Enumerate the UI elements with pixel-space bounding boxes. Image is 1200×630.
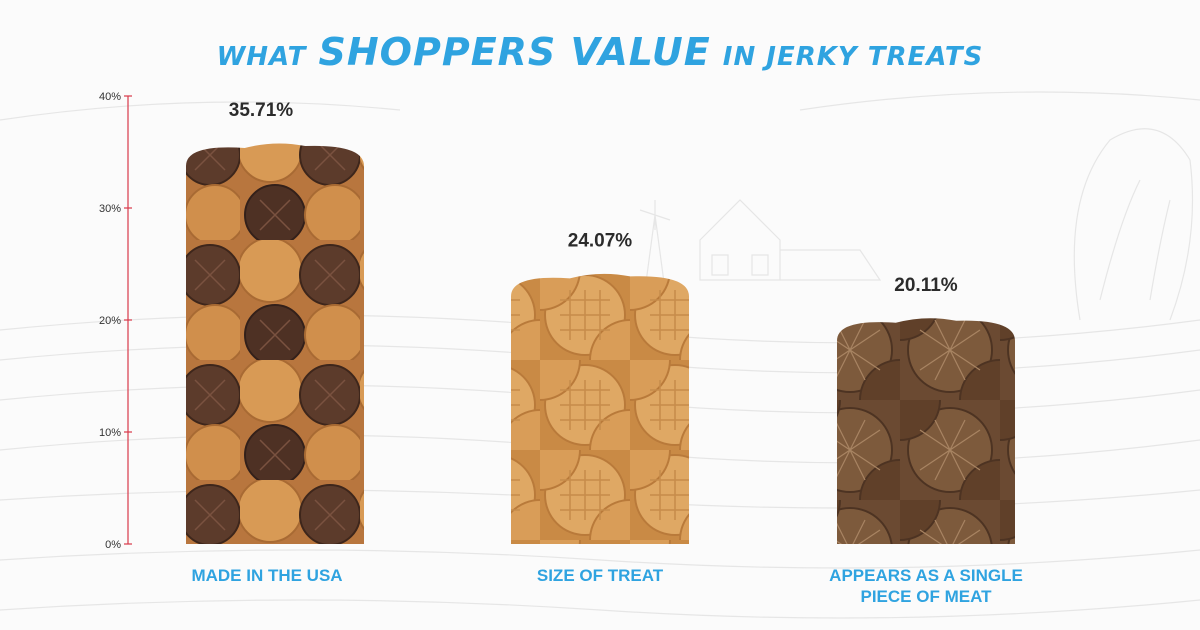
bar <box>511 273 689 544</box>
y-tick-label: 30% <box>99 203 121 215</box>
x-category-label: MADE IN THE USA <box>191 566 343 585</box>
data-label: 35.71% <box>229 100 294 121</box>
title-prefix: WHAT <box>216 42 307 72</box>
y-tick-label: 40% <box>99 91 121 103</box>
x-category-label: SIZE OF TREAT <box>536 566 664 585</box>
bar <box>837 318 1015 544</box>
data-labels: 35.71% 24.07% 20.11% <box>229 100 958 296</box>
bar <box>186 143 364 545</box>
bars <box>186 143 1015 545</box>
y-tick-label: 0% <box>105 539 121 551</box>
x-category-label: APPEARS AS A SINGLE PIECE OF MEAT <box>829 566 1023 606</box>
data-label: 20.11% <box>894 275 957 296</box>
title-highlight: SHOPPERS VALUE <box>318 30 711 74</box>
title-suffix: IN JERKY TREATS <box>722 42 984 72</box>
y-axis-ticks: 0% 10% 20% 30% 40% <box>99 91 132 551</box>
y-tick-label: 20% <box>99 315 121 327</box>
y-tick-label: 10% <box>99 427 121 439</box>
data-label: 24.07% <box>568 230 633 251</box>
chart-title: WHAT SHOPPERS VALUE IN JERKY TREATS <box>0 30 1200 74</box>
